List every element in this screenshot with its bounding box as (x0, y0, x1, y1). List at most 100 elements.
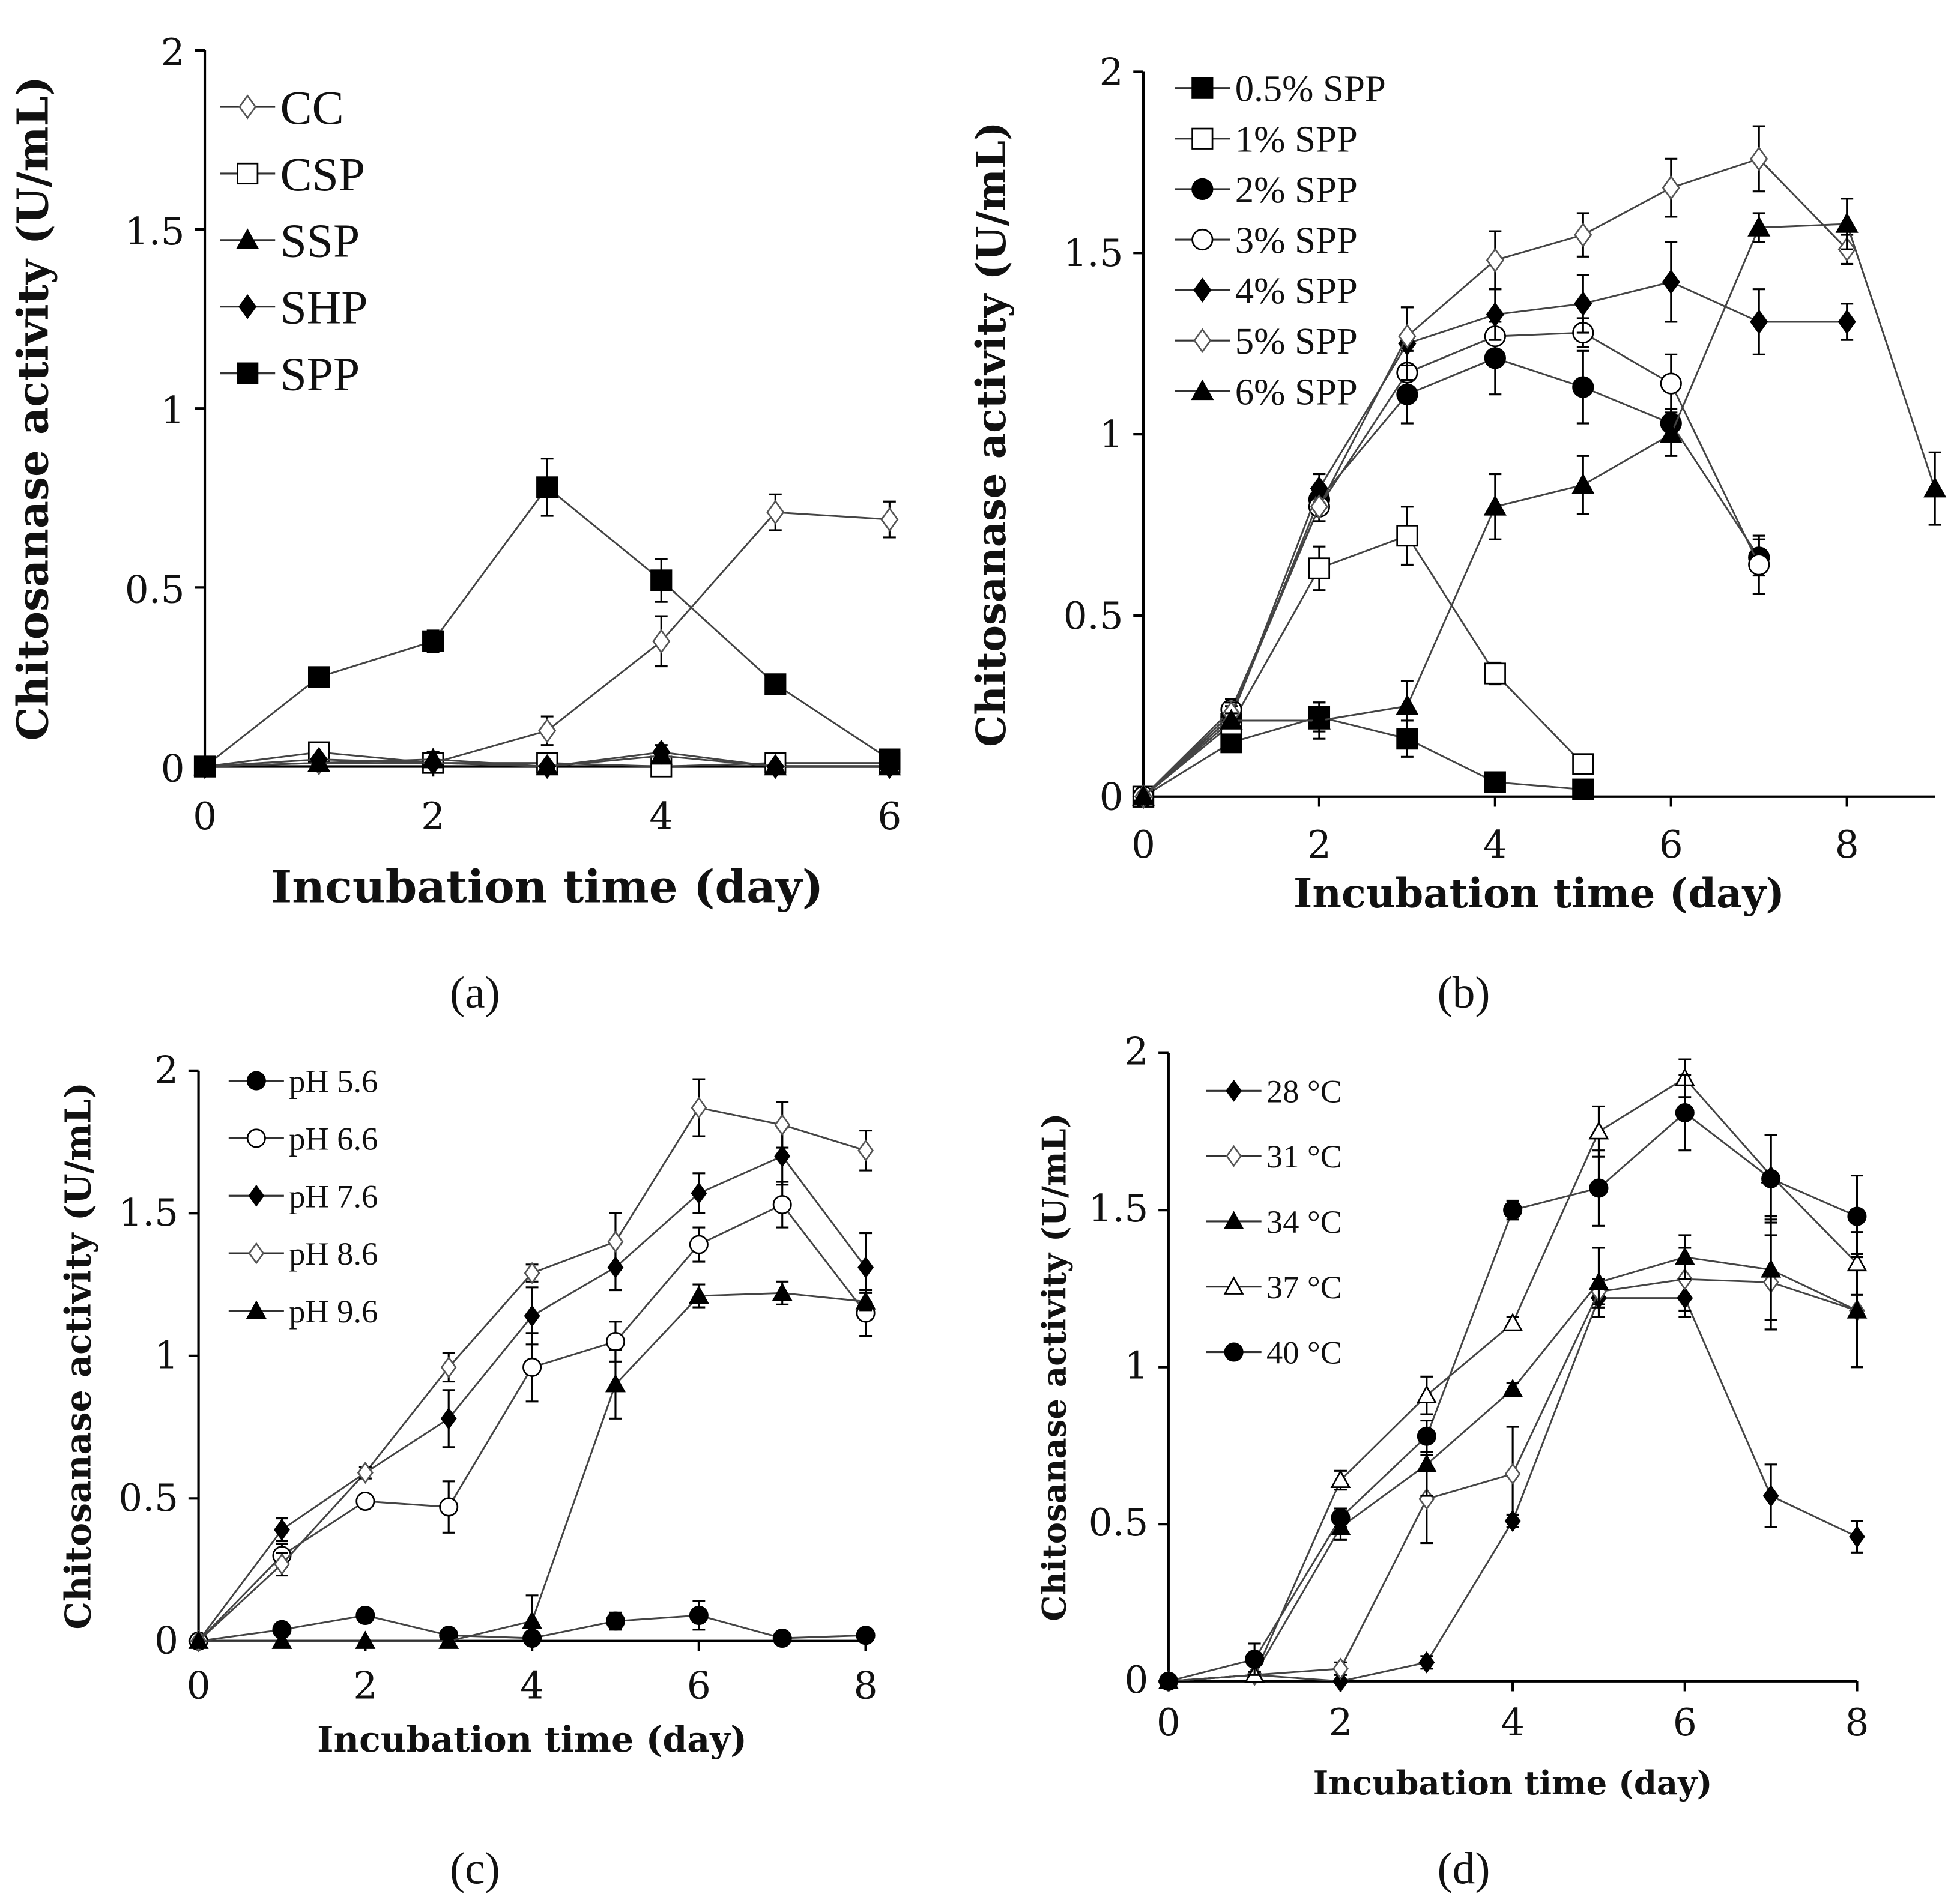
data-point (1484, 771, 1506, 793)
x-tick-label: 0 (1131, 823, 1155, 867)
legend-label: CSP (280, 148, 365, 201)
legend-item: pH 6.6 (228, 1121, 378, 1157)
x-tick-label: 8 (1835, 823, 1859, 867)
data-point (1486, 247, 1504, 273)
open-circle-marker (246, 1128, 266, 1148)
open-diamond-marker (1226, 1145, 1242, 1167)
legend-label: 40 °C (1266, 1335, 1342, 1371)
data-point (1659, 422, 1683, 443)
series-6-spp (1131, 198, 1947, 806)
data-point (856, 1626, 876, 1645)
legend-label: pH 6.6 (289, 1121, 378, 1157)
data-point (1572, 753, 1594, 775)
data-point (858, 1256, 874, 1279)
data-point (774, 1145, 791, 1167)
y-tick-label: 1.5 (118, 1191, 178, 1235)
legend-item: pH 9.6 (228, 1293, 378, 1330)
y-tick-label: 0.5 (1063, 594, 1124, 638)
legend-label: 37 °C (1266, 1269, 1342, 1305)
data-point (538, 754, 557, 779)
data-point (538, 718, 557, 743)
y-tick-label: 0 (154, 1618, 178, 1662)
x-tick-label: 0 (193, 794, 217, 838)
series-37-c (1158, 1058, 1868, 1689)
panel-label: (a) (450, 968, 500, 1018)
legend-label: CC (280, 82, 344, 135)
legend-item: 4% SPP (1175, 270, 1358, 312)
data-point (1417, 1426, 1436, 1446)
legend-item: pH 8.6 (228, 1236, 378, 1272)
legend-label: pH 9.6 (289, 1293, 378, 1330)
y-tick-label: 1.5 (1089, 1187, 1149, 1230)
data-point (522, 1611, 543, 1629)
data-point (1416, 1385, 1437, 1403)
series-40-c (1158, 1074, 1867, 1691)
y-tick-label: 0 (161, 746, 185, 790)
series-shp (195, 739, 899, 779)
y-tick-label: 1 (1099, 413, 1124, 456)
legend-label: 3% SPP (1235, 219, 1358, 261)
legend-label: 2% SPP (1235, 169, 1358, 211)
data-point (1396, 694, 1419, 715)
data-point (1923, 477, 1947, 498)
data-point (1158, 1671, 1178, 1691)
data-point (1662, 269, 1680, 295)
series-1-spp (1132, 506, 1594, 808)
legend-label: 5% SPP (1235, 320, 1358, 362)
data-point (1835, 212, 1859, 233)
data-point (605, 1332, 625, 1352)
x-tick-label: 2 (421, 794, 445, 838)
y-tick-label: 0 (1124, 1658, 1148, 1702)
data-point (1486, 302, 1504, 327)
data-point (355, 1606, 375, 1626)
data-point (689, 1606, 709, 1626)
x-tick-label: 2 (1307, 823, 1331, 867)
data-point (879, 748, 901, 770)
series-line (1142, 331, 1760, 797)
chart-panel-c: 0 0.5 1 1.5 2 0 2 4 6 8 Incubation time (day) Chito… (58, 1048, 878, 1893)
data-point (772, 1195, 792, 1215)
data-point (880, 507, 899, 532)
legend-item: SSP (220, 215, 360, 268)
filled-circle-marker (1191, 178, 1214, 200)
panel-label: (b) (1438, 968, 1490, 1018)
legend-label: pH 7.6 (289, 1178, 378, 1214)
legend-item: CSP (220, 148, 365, 201)
legend-label: SSP (280, 215, 360, 268)
data-point (774, 1113, 791, 1136)
data-point (1310, 494, 1328, 519)
legend-item: 31 °C (1206, 1139, 1342, 1175)
data-point (1418, 1651, 1435, 1674)
y-tick-label: 1.5 (125, 210, 185, 253)
data-point (274, 1519, 290, 1541)
x-tick-label: 2 (353, 1664, 377, 1708)
data-point (1502, 1378, 1523, 1397)
data-point (522, 1357, 542, 1377)
legend-label: 1% SPP (1235, 118, 1358, 160)
x-tick-label: 8 (1845, 1701, 1869, 1744)
data-point (1307, 709, 1331, 730)
x-tick-label: 2 (1329, 1701, 1353, 1744)
legend-label: 28 °C (1266, 1073, 1342, 1109)
filled-diamond-marker (1193, 277, 1212, 303)
data-point (650, 569, 673, 591)
legend-item: CC (220, 82, 344, 135)
series-cc (195, 493, 899, 779)
data-point (1589, 1178, 1609, 1198)
filled-triangle-marker (246, 1300, 267, 1319)
x-tick-label: 6 (877, 794, 901, 838)
filled-circle-marker (1224, 1342, 1244, 1362)
data-point (1748, 554, 1770, 576)
x-tick-label: 6 (1659, 823, 1683, 867)
data-point (1572, 778, 1594, 800)
data-point (271, 1630, 292, 1649)
chart-panel-b: 0 0.5 1 1.5 2 0 2 4 6 8 Incubation time (day) Chito… (967, 50, 1947, 1018)
data-point (1220, 709, 1243, 730)
data-point (1847, 1300, 1868, 1319)
data-point (605, 1611, 625, 1631)
chart-panel-d: 0 0.5 1 1.5 2 0 2 4 6 8 Incubation time (day) Chito… (1035, 1030, 1869, 1894)
panel-label: (d) (1438, 1844, 1490, 1894)
legend-item: SPP (220, 348, 360, 401)
data-point (772, 1282, 793, 1301)
series-line (1143, 716, 1583, 797)
